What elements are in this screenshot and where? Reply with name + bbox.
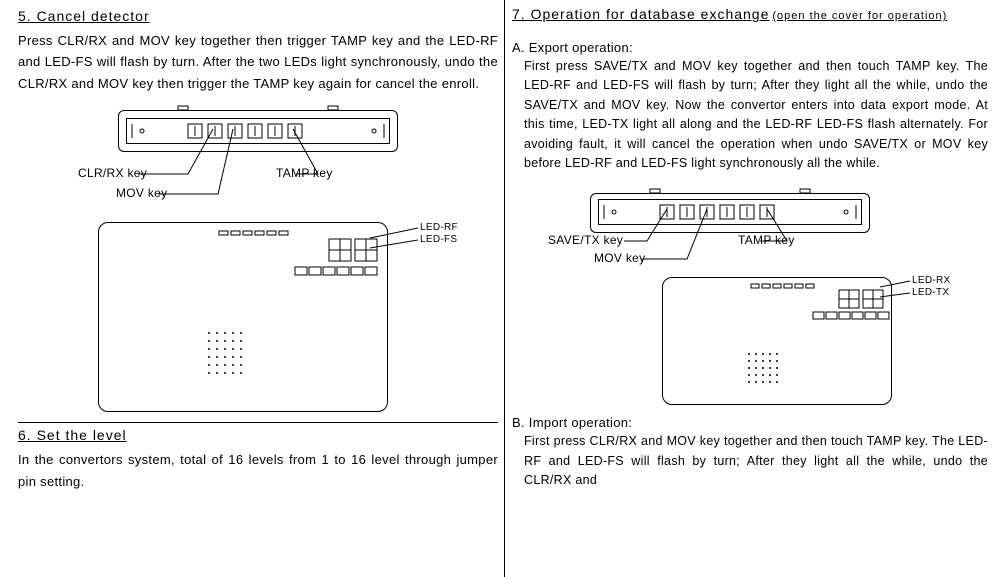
import-body: First press CLR/RX and MOV key together … (512, 432, 988, 490)
label-led-rx: LED-RX (912, 275, 950, 286)
export-head: A. Export operation: (512, 40, 988, 55)
import-head: B. Import operation: (512, 415, 988, 430)
label-clr: CLR/RX key (78, 166, 147, 180)
section6-body: In the convertors system, total of 16 le… (18, 449, 498, 492)
device-top-view-r (590, 187, 870, 237)
section7-subnote: (open the cover for operation) (772, 10, 947, 22)
frontview-detail-icon (99, 223, 389, 413)
section7-topview-wrap: SAVE/TX key MOV key TAMP key (512, 173, 988, 271)
section7-heading-text: 7. Operation for database exchange (512, 6, 769, 22)
section5-topview-wrap: CLR/RX key MOV key TAMP key (18, 94, 498, 214)
frontview-detail-r-icon (663, 278, 893, 406)
section5-heading: 5. Cancel detector (18, 8, 498, 24)
label-tamp: TAMP key (276, 166, 333, 180)
device-front-view (98, 222, 388, 412)
device-top-view (118, 104, 398, 159)
section5-body: Press CLR/RX and MOV key together then t… (18, 30, 498, 94)
section5-frontview-wrap: LED-RF LED-FS (18, 214, 498, 414)
label-led-tx: LED-TX (912, 287, 949, 298)
section7-heading: 7. Operation for database exchange(open … (512, 6, 988, 22)
label-led-rf: LED-RF (420, 222, 458, 233)
label-mov-r: MOV key (594, 251, 645, 265)
left-column: 5. Cancel detector Press CLR/RX and MOV … (18, 0, 498, 492)
column-divider (504, 0, 505, 577)
right-column: 7. Operation for database exchange(open … (512, 0, 988, 490)
label-mov: MOV key (116, 186, 167, 200)
label-save-r: SAVE/TX key (548, 233, 623, 247)
label-led-fs: LED-FS (420, 234, 457, 245)
section6-heading: 6. Set the level (18, 427, 498, 443)
device-front-view-r (662, 277, 892, 405)
section7-frontview-wrap: LED-RX LED-TX (512, 271, 988, 411)
section-divider (18, 422, 498, 423)
label-tamp-r: TAMP key (738, 233, 795, 247)
export-body: First press SAVE/TX and MOV key together… (512, 57, 988, 173)
